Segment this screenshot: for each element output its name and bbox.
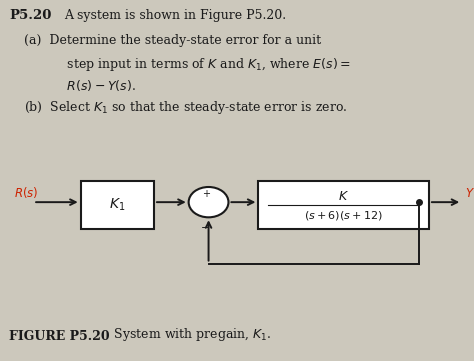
Text: $R(s)$: $R(s)$ [14, 185, 39, 200]
Text: −: − [201, 223, 210, 233]
Text: $(s + 6)(s + 12)$: $(s + 6)(s + 12)$ [304, 209, 383, 222]
Circle shape [189, 187, 228, 217]
Text: $K$: $K$ [338, 190, 349, 203]
Text: $Y(s)$: $Y(s)$ [465, 185, 474, 200]
Text: P5.20: P5.20 [9, 9, 52, 22]
Text: (b)  Select $K_1$ so that the steady-state error is zero.: (b) Select $K_1$ so that the steady-stat… [24, 99, 347, 116]
Text: FIGURE P5.20: FIGURE P5.20 [9, 330, 110, 343]
Text: $R(s) - Y(s)$.: $R(s) - Y(s)$. [43, 78, 136, 93]
Text: System with pregain, $K_1$.: System with pregain, $K_1$. [102, 326, 272, 343]
Text: +: + [201, 189, 210, 199]
Text: step input in terms of $K$ and $K_1$, where $E(s) =$: step input in terms of $K$ and $K_1$, wh… [43, 56, 350, 73]
FancyBboxPatch shape [258, 180, 429, 229]
Text: (a)  Determine the steady-state error for a unit: (a) Determine the steady-state error for… [24, 34, 321, 47]
Text: A system is shown in Figure P5.20.: A system is shown in Figure P5.20. [64, 9, 286, 22]
FancyBboxPatch shape [81, 180, 154, 229]
Text: $K_1$: $K_1$ [109, 197, 126, 213]
